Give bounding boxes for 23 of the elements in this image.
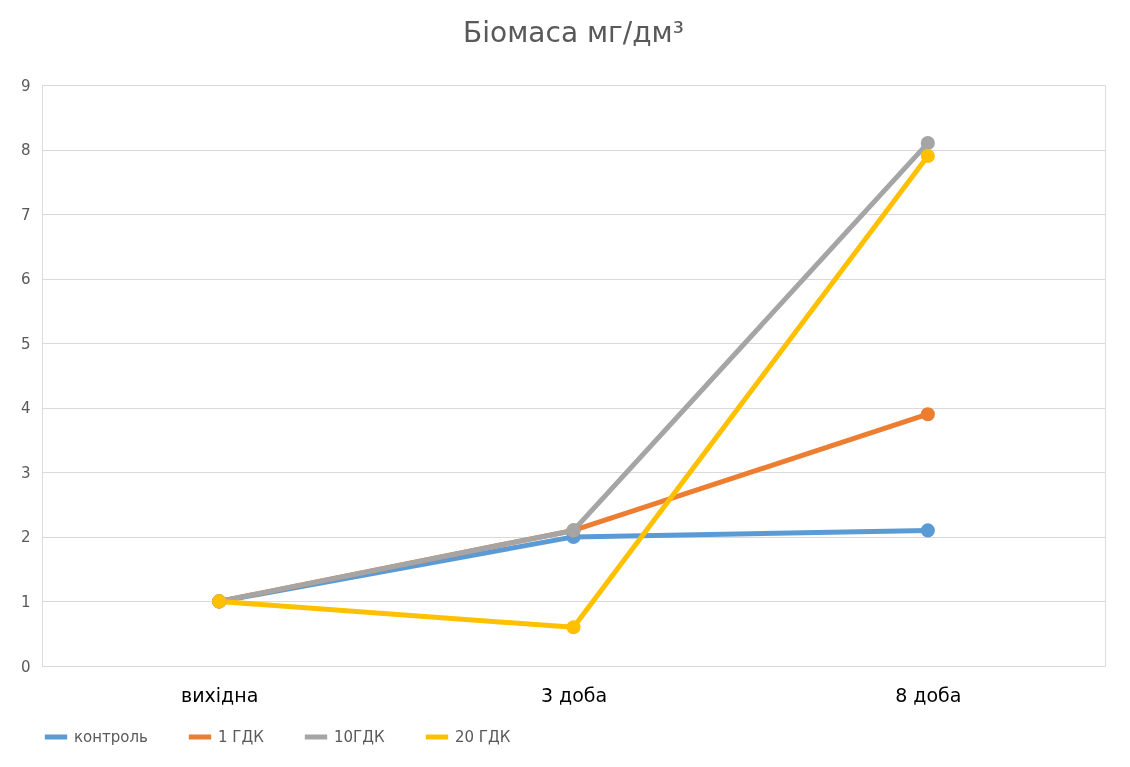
x-tick-label: 3 доба — [540, 683, 608, 706]
legend-label: 1 ГДК — [218, 728, 265, 746]
legend-label: 20 ГДК — [455, 728, 511, 746]
y-tick-label: 7 — [20, 205, 31, 224]
point — [566, 620, 581, 635]
chart-title: Біомаса мг/дм³ — [463, 16, 684, 49]
point — [920, 407, 935, 422]
point — [920, 148, 935, 164]
y-tick-label: 3 — [20, 463, 31, 482]
y-tick-label: 1 — [20, 592, 31, 611]
point — [920, 136, 935, 151]
y-tick-label: 4 — [20, 399, 31, 418]
y-tick-label: 6 — [20, 270, 31, 289]
y-tick-label: 8 — [20, 141, 31, 160]
y-tick-label: 2 — [20, 528, 31, 547]
x-tick-label: 8 доба — [895, 683, 962, 706]
y-tick-label: 0 — [20, 657, 31, 676]
x-tick-label: вихідна — [181, 683, 259, 706]
legend-label: контроль — [74, 728, 148, 746]
legend-label: 10ГДК — [334, 728, 385, 746]
point — [920, 523, 935, 538]
y-tick-label: 5 — [20, 334, 31, 353]
y-tick-label: 9 — [20, 76, 31, 95]
